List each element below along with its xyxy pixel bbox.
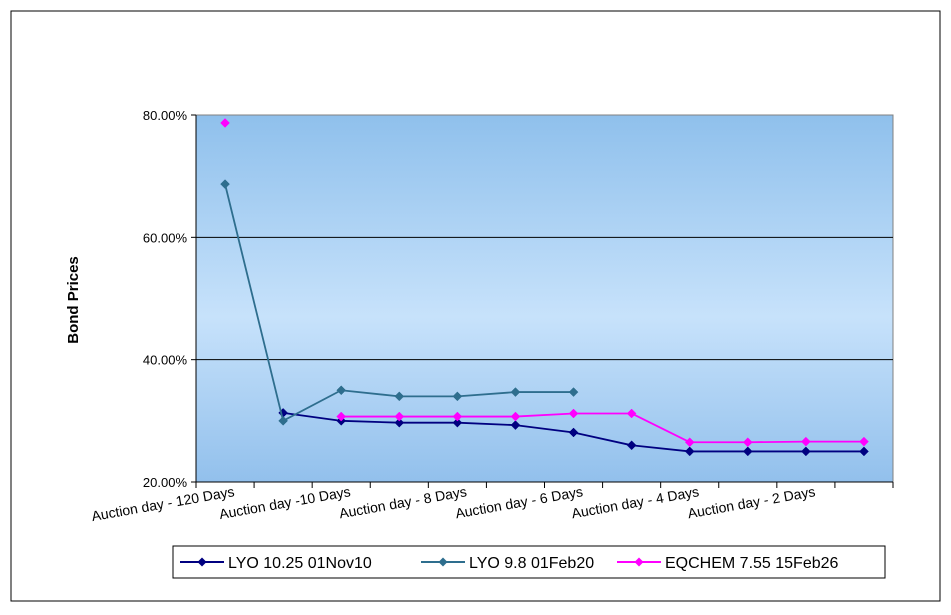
data-point: [684, 446, 695, 457]
y-tick-label: 20.00%: [143, 475, 188, 490]
data-point: [568, 427, 579, 438]
data-point: [394, 391, 405, 402]
data-point: [278, 415, 288, 426]
legend-label: EQCHEM 7.55 15Feb26: [665, 555, 839, 572]
data-point: [336, 411, 347, 422]
legend-item: LYO 10.25 01Nov10: [180, 555, 372, 572]
data-point: [859, 436, 869, 447]
data-point: [394, 411, 405, 422]
plot-area: [195, 114, 894, 483]
data-point: [568, 387, 579, 397]
series-3: [220, 118, 869, 448]
data-point: [568, 408, 579, 419]
series-2: [220, 179, 579, 426]
data-point: [220, 118, 230, 128]
data-point: [801, 436, 811, 447]
y-tick-label: 40.00%: [143, 353, 188, 368]
y-tick-label: 80.00%: [143, 108, 188, 123]
legend-box: [172, 545, 886, 579]
y-tick-label: 60.00%: [143, 230, 188, 245]
series-line: [341, 412, 864, 444]
data-point: [452, 411, 463, 422]
series-1: [278, 408, 869, 457]
legend-item: LYO 9.8 01Feb20: [421, 555, 594, 572]
legend-marker: [197, 557, 207, 567]
data-point: [394, 417, 405, 428]
data-point: [626, 408, 637, 419]
data-point: [626, 440, 637, 451]
data-point: [510, 420, 521, 430]
data-point: [684, 437, 695, 448]
data-point: [742, 446, 753, 457]
data-point: [452, 417, 463, 428]
data-point: [452, 391, 463, 402]
legend-item: EQCHEM 7.55 15Feb26: [617, 555, 839, 572]
legend-label: LYO 9.8 01Feb20: [469, 555, 594, 572]
data-point: [510, 387, 521, 397]
legend-label: LYO 10.25 01Nov10: [228, 555, 372, 572]
data-point: [801, 446, 811, 457]
data-point: [742, 437, 753, 448]
legend-marker: [438, 557, 448, 567]
data-point: [336, 385, 347, 396]
data-point: [220, 179, 230, 189]
data-point: [859, 446, 869, 457]
legend-marker: [634, 557, 644, 567]
y-axis-title: Bond Prices: [65, 256, 82, 344]
data-point: [510, 411, 521, 422]
